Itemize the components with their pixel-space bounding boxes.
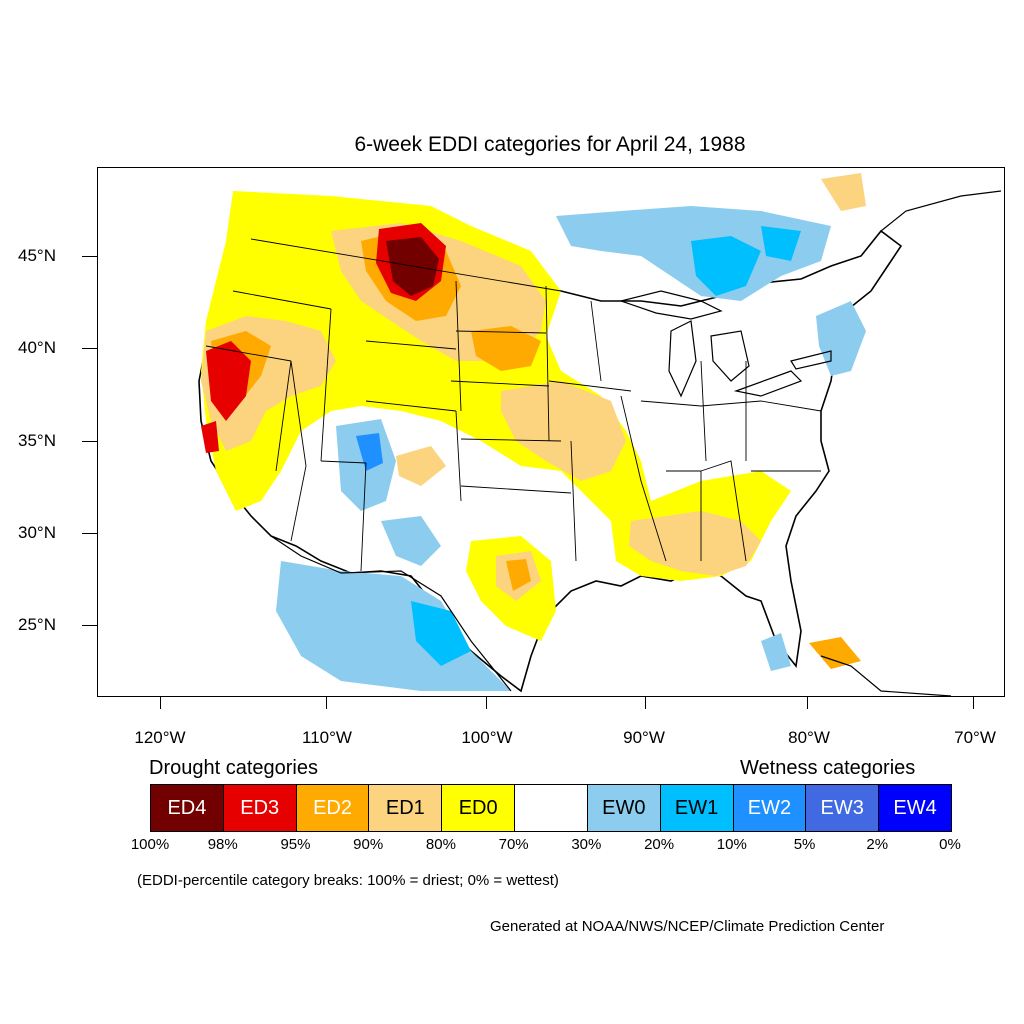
percent-break-label: 70%	[498, 836, 529, 853]
percent-break-label: 95%	[280, 836, 311, 853]
map-title: 6-week EDDI categories for April 24, 198…	[354, 133, 746, 156]
state-lines	[205, 238, 822, 572]
wetness-categories-heading: Wetness categories	[740, 757, 916, 779]
lat-tick	[82, 256, 97, 257]
credit-line: Generated at NOAA/NWS/NCEP/Climate Predi…	[490, 918, 885, 935]
legend-box-ew1: EW1	[660, 785, 734, 831]
lon-tick	[973, 697, 974, 709]
legend-box-ed4: ED4	[151, 785, 224, 831]
lat-tick	[82, 348, 97, 349]
wetness-regions	[276, 206, 866, 691]
legend-box-ed1: ED1	[369, 785, 443, 831]
border-lines	[270, 190, 1002, 696]
lat-label-40: 40°N	[18, 338, 56, 357]
lat-tick	[82, 625, 97, 626]
lon-label-90: 90°W	[623, 728, 665, 747]
lat-tick	[82, 441, 97, 442]
lon-label-100: 100°W	[461, 728, 513, 747]
lon-tick	[326, 697, 327, 709]
percent-break-label: 30%	[571, 836, 602, 853]
great-lakes	[618, 290, 832, 398]
lon-label-120: 120°W	[134, 728, 186, 747]
legend-box-ew3: EW3	[806, 785, 880, 831]
percent-break-label: 0%	[939, 836, 961, 853]
percent-break-label: 80%	[425, 836, 456, 853]
lon-label-110: 110°W	[302, 728, 352, 747]
lon-tick	[160, 697, 161, 709]
legend-box-ew2: EW2	[733, 785, 807, 831]
legend-box-ed2: ED2	[296, 785, 370, 831]
legend-box-ew4: EW4	[879, 785, 951, 831]
lon-tick	[807, 697, 808, 709]
lon-tick	[486, 697, 487, 709]
lat-tick	[82, 533, 97, 534]
lat-label-25: 25°N	[18, 615, 56, 634]
percent-break-label: 20%	[644, 836, 675, 853]
percent-break-label: 98%	[207, 836, 238, 853]
drought-regions	[201, 173, 866, 669]
lon-label-70: 70°W	[954, 728, 996, 747]
lon-label-80: 80°W	[788, 728, 830, 747]
lat-label-45: 45°N	[18, 246, 56, 265]
percent-break-label: 5%	[793, 836, 816, 853]
lon-tick	[645, 697, 646, 709]
percent-break-label: 10%	[716, 836, 747, 853]
category-breaks-note: (EDDI-percentile category breaks: 100% =…	[137, 872, 559, 889]
legend-box-ew0: EW0	[587, 785, 661, 831]
percent-break-label: 2%	[866, 836, 889, 853]
lat-label-30: 30°N	[18, 523, 56, 542]
map-panel	[97, 167, 1005, 697]
legend-box-ed0: ED0	[442, 785, 516, 831]
category-colorbar: ED4 ED3 ED2 ED1 ED0 EW0 EW1 EW2 EW3 EW4	[150, 784, 952, 832]
percent-break-label: 90%	[353, 836, 384, 853]
legend-box-none	[515, 785, 588, 831]
lat-label-35: 35°N	[18, 431, 56, 450]
eddi-map	[198, 173, 1002, 696]
legend-box-ed3: ED3	[223, 785, 297, 831]
percent-break-label: 100%	[130, 836, 170, 853]
drought-categories-heading: Drought categories	[149, 757, 318, 779]
